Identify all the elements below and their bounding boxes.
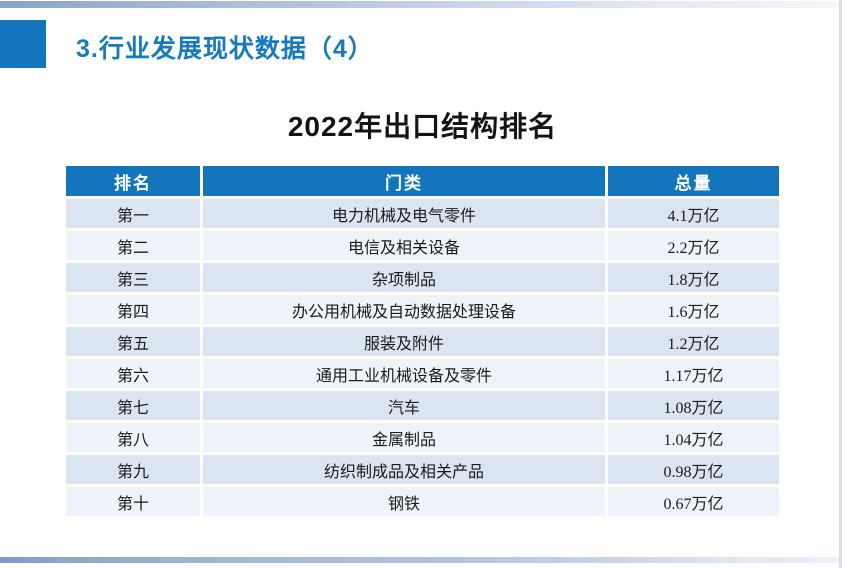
table-row-9-total: 0.98万亿 [608,455,779,484]
table-row-1-category: 电力机械及电气零件 [203,199,605,228]
table-row-3-category: 杂项制品 [203,263,605,292]
table-row-3-total: 1.8万亿 [608,263,779,292]
table-row-6-category: 通用工业机械设备及零件 [203,359,605,388]
bottom-gradient-rule [0,557,842,563]
table-row-10-total: 0.67万亿 [608,487,779,516]
table-row-6-rank: 第六 [66,359,200,388]
table-row-2-category: 电信及相关设备 [203,231,605,260]
table-row-10-category: 钢铁 [203,487,605,516]
column-header-3: 总量 [608,166,779,196]
table-row-9-rank: 第九 [66,455,200,484]
table-title: 2022年出口结构排名 [287,111,558,142]
table-row-6-total: 1.17万亿 [608,359,779,388]
export-ranking-table: 排名 门类 总量第一 电力机械及电气零件 4.1万亿第二 电信及相关设备 2.2万亿第三 杂项… [66,166,779,516]
table-row-1-rank: 第一 [66,199,200,228]
table-row-7-rank: 第七 [66,391,200,420]
window-right-edge [839,0,842,568]
slide-heading: 3.行业发展现状数据（4） [76,35,374,63]
accent-square [0,20,46,68]
column-header-1: 排名 [66,166,200,196]
table-row-8-category: 金属制品 [203,423,605,452]
table-row-2-rank: 第二 [66,231,200,260]
table-row-9-category: 纺织制成品及相关产品 [203,455,605,484]
column-header-2: 门类 [203,166,605,196]
table-row-5-rank: 第五 [66,327,200,356]
table-row-8-total: 1.04万亿 [608,423,779,452]
table-row-8-rank: 第八 [66,423,200,452]
table-row-7-total: 1.08万亿 [608,391,779,420]
table-row-5-total: 1.2万亿 [608,327,779,356]
top-gradient-rule [0,1,842,8]
table-row-5-category: 服装及附件 [203,327,605,356]
table-row-10-rank: 第十 [66,487,200,516]
table-row-1-total: 4.1万亿 [608,199,779,228]
table-row-7-category: 汽车 [203,391,605,420]
table-row-4-category: 办公用机械及自动数据处理设备 [203,295,605,324]
table-row-3-rank: 第三 [66,263,200,292]
table-row-4-total: 1.6万亿 [608,295,779,324]
table-row-4-rank: 第四 [66,295,200,324]
table-row-2-total: 2.2万亿 [608,231,779,260]
